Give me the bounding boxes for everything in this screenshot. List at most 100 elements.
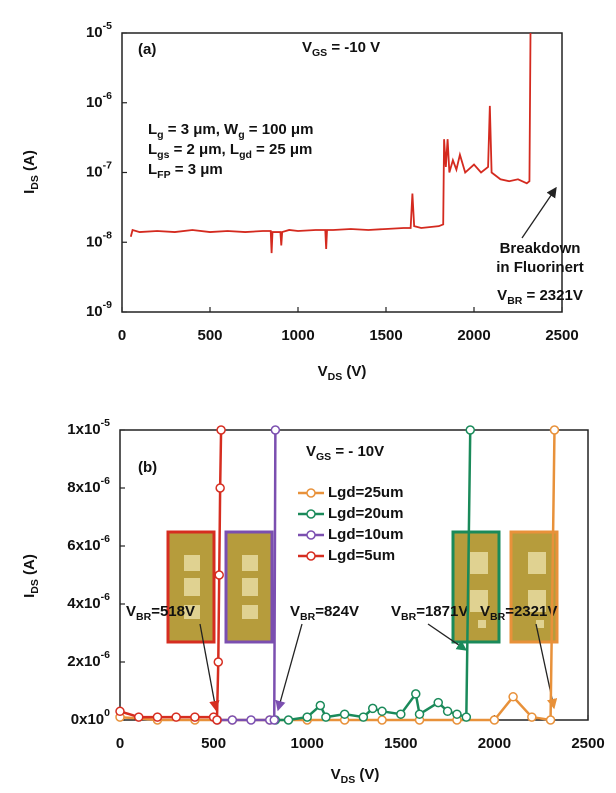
text-segment: (b) [138,459,157,476]
text-segment: V [480,603,490,620]
x-axis-title: VDS (V) [318,363,367,383]
x-tick-label: 1000 [281,327,314,344]
text-segment: V [497,287,507,304]
tick-base: 2x10 [67,653,100,670]
text-segment: V [306,443,316,460]
text-segment: (A) [21,554,38,579]
annotation: VGS = -10 V [302,39,380,59]
tick-exponent: -8 [103,229,112,241]
text-segment: V [331,766,341,783]
annotation: (b) [138,459,157,476]
tick-exponent: -5 [101,417,110,429]
x-tick-label: 2000 [457,327,490,344]
tick-base: 1x10 [67,421,100,438]
annotation: VBR=824V [290,603,359,623]
annotation: VBR=518V [126,603,195,623]
x-tick-label: 2500 [571,735,604,752]
legend-label: Lgd=20um [328,505,403,522]
text-segment: BR [401,611,417,623]
marker [442,706,453,717]
text-segment: FP [157,169,170,181]
marker [283,715,294,725]
y-axis-title: IDS (A) [21,554,41,598]
tick-exponent: 0 [104,707,110,719]
annotation: VBR=1871V [391,603,468,623]
text-segment: g [238,129,244,141]
tick-base: 4x10 [67,595,100,612]
text-segment: L [148,121,157,138]
text-segment: V [318,363,328,380]
text-segment: (V) [355,766,379,783]
series-line [129,32,532,254]
tick-base: 10 [86,163,103,180]
marker [302,712,312,722]
y-tick-label: 1x10-5 [67,417,110,438]
marker [508,692,518,702]
text-segment: BR [490,611,506,623]
text-segment: (A) [21,150,38,175]
marker [270,425,281,435]
legend-label: Lgd=10um [328,526,403,543]
y-tick-label: 10-7 [86,159,112,180]
text-segment: L [148,161,157,178]
tick-exponent: -9 [103,299,112,311]
y-axis-title: IDS (A) [21,150,41,194]
tick-exponent: -6 [101,591,110,603]
marker [545,715,556,725]
text-segment: = 3 μm, W [164,121,239,138]
arrow [199,623,220,712]
marker [452,709,462,719]
tick-exponent: -6 [101,475,110,487]
tick-exponent: -6 [101,649,110,661]
x-tick-label: 1500 [369,327,402,344]
text-segment: GS [316,451,331,463]
y-tick-label: 10-8 [86,229,112,250]
tick-base: 10 [86,233,103,250]
marker [213,657,224,667]
y-tick-label: 0x100 [71,707,110,728]
text-segment: in Fluorinert [496,259,584,276]
marker [212,715,222,725]
arrow [427,623,468,651]
text-segment: L [148,141,157,158]
marker [315,700,326,711]
marker [216,425,226,435]
y-tick-label: 8x10-6 [67,475,110,496]
marker [411,689,421,699]
text-segment: GS [312,47,327,59]
legend-marker [306,488,316,498]
text-segment: BR [136,611,152,623]
annotation: Breakdown [500,240,581,257]
legend-label: Lgd=25um [328,484,403,501]
x-tick-label: 0 [116,735,124,752]
annotation: LFP = 3 μm [148,161,223,181]
tick-exponent: -7 [103,159,112,171]
marker [214,570,224,580]
text-segment: = 2 μm, L [169,141,239,158]
text-segment: Breakdown [500,240,581,257]
text-segment: =1871V [416,603,468,620]
arrow [521,186,557,239]
layout-shapes [166,186,559,712]
text-segment: DS [29,579,41,594]
marker [489,715,500,725]
text-segment: BR [507,295,523,307]
text-segment: = -10 V [327,39,380,56]
y-tick-label: 10-6 [86,90,112,111]
legend-label: Lgd=5um [328,547,395,564]
tick-base: 0x10 [71,711,104,728]
marker [527,712,537,722]
x-tick-label: 500 [201,735,226,752]
tick-exponent: -5 [103,20,112,32]
marker [377,715,387,725]
y-tick-label: 6x10-6 [67,533,110,554]
text-segment: (a) [138,41,156,58]
marker [152,712,163,722]
annotation: VGS = - 10V [306,443,384,463]
text-segment: BR [300,611,316,623]
marker [115,706,125,717]
legend-marker [306,509,316,519]
legend-marker [306,530,316,540]
marker [367,703,378,714]
text-segment: = 100 μm [245,121,314,138]
